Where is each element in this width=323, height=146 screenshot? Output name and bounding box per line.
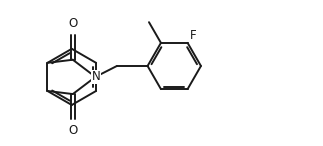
Text: F: F [190,29,197,42]
Text: O: O [68,124,78,137]
Text: N: N [92,70,100,83]
Text: O: O [68,17,78,30]
